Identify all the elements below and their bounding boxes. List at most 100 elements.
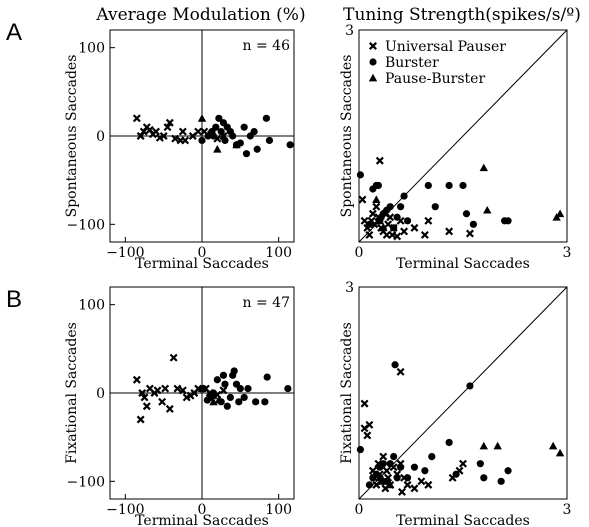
x-axis-label: Terminal Saccades <box>135 513 269 527</box>
data-point-pause_burster <box>214 395 224 404</box>
scatter-panel-A-tuning: 0 3 3 Terminal Saccades Spontaneous Saccades <box>339 23 571 272</box>
y-tick-label: −100 <box>67 474 105 490</box>
legend-marker-universal-pauser <box>369 42 377 50</box>
data-point-burster <box>390 453 398 461</box>
data-point-burster <box>263 373 271 381</box>
data-point-universal_pauser <box>178 127 187 136</box>
data-point-burster <box>374 181 383 190</box>
plot-frame <box>358 286 568 500</box>
data-point-universal_pauser <box>163 123 172 132</box>
data-point-universal_pauser <box>410 484 419 493</box>
data-point-universal_pauser <box>136 415 145 424</box>
data-point-universal_pauser <box>400 227 409 236</box>
data-point-burster <box>242 150 251 158</box>
data-point-pause_burster <box>375 216 384 225</box>
data-point-burster <box>386 203 394 211</box>
data-point-universal_pauser <box>375 156 384 165</box>
data-point-pause_burster <box>379 477 388 485</box>
data-point-universal_pauser <box>368 209 377 218</box>
data-point-pause_burster <box>372 195 381 203</box>
data-point-burster <box>397 463 405 471</box>
data-point-pause_burster <box>555 448 565 457</box>
data-point-universal_pauser <box>386 213 395 222</box>
data-point-universal_pauser <box>398 487 406 496</box>
x-axis-label: Terminal Saccades <box>396 256 530 272</box>
legend-label-universal-pauser: Universal Pauser <box>385 39 506 55</box>
y-axis-label: Fixational Saccades <box>64 322 80 464</box>
data-point-burster <box>400 192 408 200</box>
data-point-burster <box>236 384 244 393</box>
data-point-universal_pauser <box>132 375 141 384</box>
data-point-burster <box>459 181 467 190</box>
data-point-burster <box>391 361 399 369</box>
data-point-universal_pauser <box>403 480 412 489</box>
data-point-pause_burster <box>379 223 388 232</box>
x-tick-label: 3 <box>563 245 572 261</box>
series-universal_pauser <box>132 114 228 145</box>
data-point-pause_burster <box>548 441 558 450</box>
data-point-universal_pauser <box>219 386 228 395</box>
data-point-burster <box>421 467 429 475</box>
data-point-burster <box>403 474 412 482</box>
data-point-universal_pauser <box>393 232 402 241</box>
data-point-burster <box>469 220 477 228</box>
data-point-burster <box>428 453 436 461</box>
data-point-burster <box>219 371 228 379</box>
data-point-universal_pauser <box>360 399 369 408</box>
data-point-burster <box>209 389 218 397</box>
x-tick-label: 100 <box>265 245 292 261</box>
data-point-universal_pauser <box>365 230 374 239</box>
data-point-burster <box>445 438 453 447</box>
data-point-universal_pauser <box>465 229 474 238</box>
data-point-burster <box>476 460 484 468</box>
data-point-burster <box>466 382 474 390</box>
data-point-burster <box>261 398 269 406</box>
y-axis-label: Spontaneous Saccades <box>339 55 355 218</box>
data-point-burster <box>250 127 258 136</box>
data-point-universal_pauser <box>142 402 151 411</box>
data-point-pause_burster <box>386 480 395 489</box>
legend-label-burster: Burster <box>385 55 439 71</box>
data-point-universal_pauser <box>132 114 141 123</box>
y-tick-label: 0 <box>96 386 105 402</box>
data-point-burster <box>393 474 401 482</box>
data-point-burster <box>252 398 260 406</box>
data-point-burster <box>452 470 460 478</box>
x-tick-label: 3 <box>563 502 572 518</box>
data-point-universal_pauser <box>194 127 203 136</box>
data-point-universal_pauser <box>161 384 170 393</box>
y-tick-label: 100 <box>78 298 105 314</box>
data-point-burster <box>284 384 292 393</box>
data-point-burster <box>379 460 387 468</box>
panel-letter-a: A <box>6 19 22 46</box>
data-point-universal_pauser <box>424 216 433 225</box>
data-point-burster <box>365 220 373 228</box>
x-tick-label: 0 <box>355 502 364 518</box>
sample-size-label: n = 46 <box>243 38 291 54</box>
data-point-universal_pauser <box>382 466 391 475</box>
data-point-universal_pauser <box>384 220 393 229</box>
data-point-burster <box>240 123 248 131</box>
data-point-universal_pauser <box>159 132 168 140</box>
scatter-panels: −100 0 100 −100 0 100 Terminal Saccades Spontan… <box>64 23 571 527</box>
data-point-pause_burster <box>483 206 492 214</box>
data-point-universal_pauser <box>152 127 160 136</box>
y-tick-label: 3 <box>345 23 354 39</box>
data-point-burster <box>397 203 405 211</box>
legend-marker-pause-burster <box>368 73 378 82</box>
y-axis-label: Fixational Saccades <box>339 322 355 464</box>
column-title-left: Average Modulation (%) <box>95 5 305 25</box>
y-tick-label: −100 <box>67 217 105 233</box>
x-tick-label: 0 <box>355 245 364 261</box>
data-point-burster <box>223 402 231 410</box>
data-point-universal_pauser <box>165 404 174 413</box>
series-burster <box>356 171 512 232</box>
data-point-burster <box>356 171 364 179</box>
data-point-universal_pauser <box>358 195 367 204</box>
data-point-burster <box>365 481 373 489</box>
series-pause_burster <box>375 441 565 489</box>
data-point-burster <box>504 467 512 475</box>
x-tick-label: −100 <box>106 502 144 518</box>
